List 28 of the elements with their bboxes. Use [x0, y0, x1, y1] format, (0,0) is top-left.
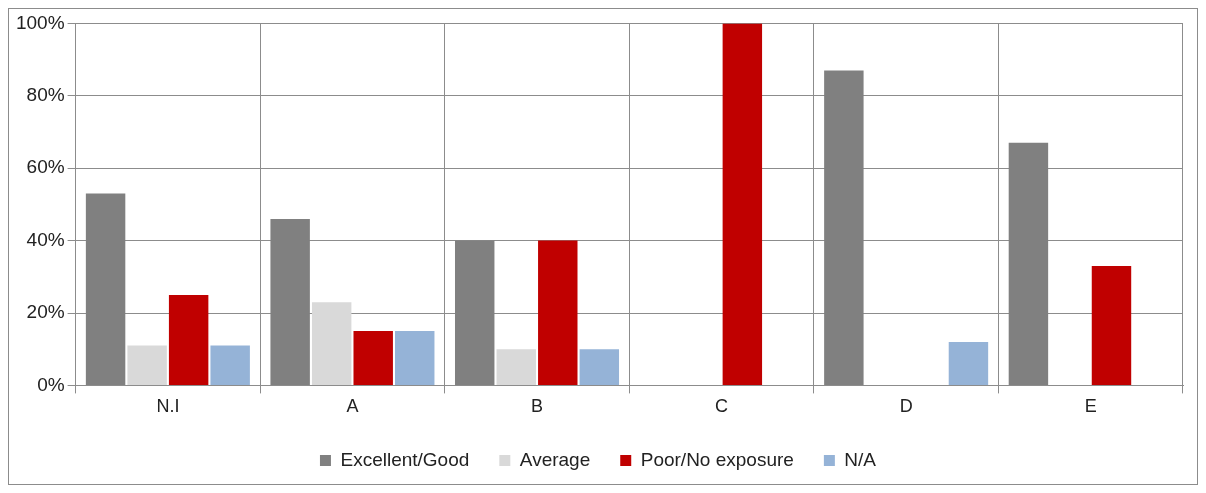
y-tick-label: 100%: [15, 11, 65, 33]
x-tick-label: C: [715, 396, 729, 417]
y-tick-label: 60%: [26, 156, 65, 178]
x-tick-label: B: [531, 396, 544, 417]
legend-label: Average: [519, 448, 591, 470]
x-tick-label: E: [1084, 396, 1097, 417]
bar: [168, 294, 209, 385]
bar: [311, 302, 352, 385]
x-tick-label: A: [346, 396, 359, 417]
bar: [127, 345, 167, 385]
legend-label: Poor/No exposure: [640, 448, 794, 470]
x-tick-label: D: [899, 396, 913, 417]
bar: [210, 345, 250, 385]
legend-label: N/A: [844, 448, 877, 470]
legend-label: Excellent/Good: [340, 448, 470, 470]
y-tick-label: 20%: [26, 301, 65, 323]
bar: [353, 331, 393, 385]
bar: [395, 331, 435, 385]
y-tick-label: 40%: [26, 228, 65, 250]
bar: [538, 240, 578, 385]
bar: [722, 23, 763, 385]
x-tick-label: N.I: [156, 396, 180, 417]
y-tick-label: 0%: [37, 373, 65, 395]
bar: [579, 349, 620, 385]
bar: [948, 341, 989, 385]
y-tick-label: 80%: [26, 84, 65, 106]
bar: [496, 349, 536, 385]
bar: [1091, 265, 1132, 385]
